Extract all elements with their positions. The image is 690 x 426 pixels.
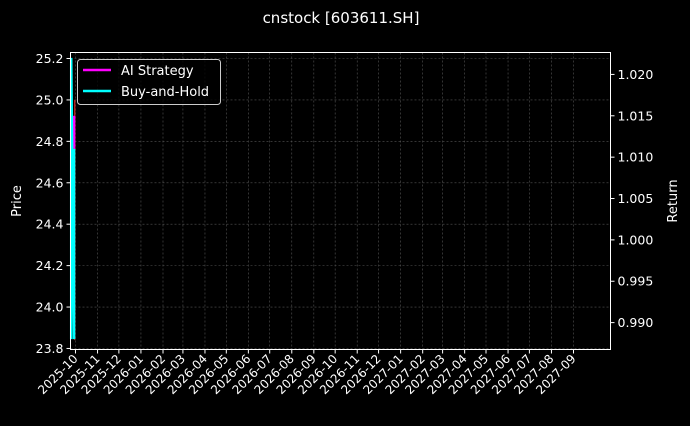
legend: AI Strategy Buy-and-Hold <box>77 59 221 105</box>
right-axis-label: Return <box>666 179 681 222</box>
left-tick-label: 25.2 <box>36 51 64 66</box>
legend-label-ai-strategy: AI Strategy <box>121 64 194 79</box>
plot-frame <box>70 52 611 350</box>
right-tick-label: 1.010 <box>618 150 654 165</box>
series-line-buy-and-hold <box>69 57 76 340</box>
right-tick-label: 0.995 <box>618 274 654 289</box>
left-axis-label: Price <box>10 185 25 217</box>
left-tick-label: 25.0 <box>36 92 64 107</box>
right-tick-label: 1.000 <box>618 232 654 247</box>
left-y-axis: 23.8 24.0 24.2 24.4 24.6 24.8 25.0 25.2 <box>36 51 71 356</box>
chart-title: cnstock [603611.SH] <box>263 9 420 27</box>
series-layer <box>69 57 76 341</box>
left-tick-label: 24.0 <box>36 300 64 315</box>
legend-label-buy-and-hold: Buy-and-Hold <box>121 85 209 100</box>
right-tick-label: 1.015 <box>618 108 654 123</box>
left-tick-label: 24.4 <box>36 217 64 232</box>
right-tick-label: 1.020 <box>618 67 654 82</box>
right-tick-label: 0.990 <box>618 315 654 330</box>
grid <box>70 52 611 350</box>
left-tick-label: 24.2 <box>36 258 64 273</box>
left-tick-label: 23.8 <box>36 341 64 356</box>
legend-box <box>77 59 221 105</box>
right-y-axis: 0.990 0.995 1.000 1.005 1.010 1.015 1.020 <box>610 67 654 330</box>
left-tick-label: 24.8 <box>36 134 64 149</box>
right-tick-label: 1.005 <box>618 191 654 206</box>
left-tick-label: 24.6 <box>36 175 64 190</box>
x-axis: 2025-102025-112025-122026-012026-022026-… <box>35 349 579 397</box>
